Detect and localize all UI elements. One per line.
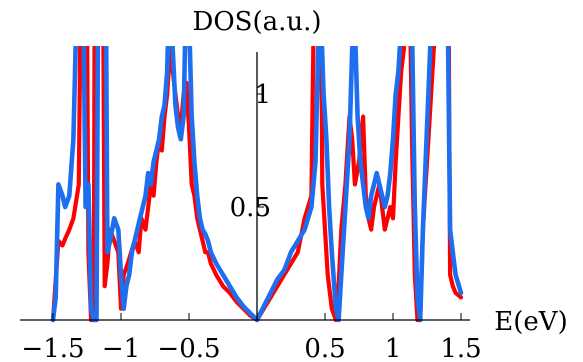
x-axis-title: E(eV) (494, 307, 567, 337)
y-tick-label: 0.5 (230, 193, 271, 223)
series-line-1 (50, 46, 464, 323)
y-tick-label: 1 (254, 80, 271, 110)
x-tick-label: 1 (385, 334, 402, 362)
x-tick-label: −0.5 (157, 334, 220, 362)
y-axis-title: DOS(a.u.) (192, 7, 321, 37)
labels-layer: −1.5−1−0.50.511.50.511.52DOS(a.u.)E(eV) (21, 7, 567, 362)
x-tick-label: 0.5 (304, 334, 345, 362)
x-tick-label: −1.5 (21, 334, 84, 362)
axes-layer (20, 52, 470, 321)
x-tick-label: −1 (102, 334, 140, 362)
x-tick-label: 1.5 (440, 334, 481, 362)
